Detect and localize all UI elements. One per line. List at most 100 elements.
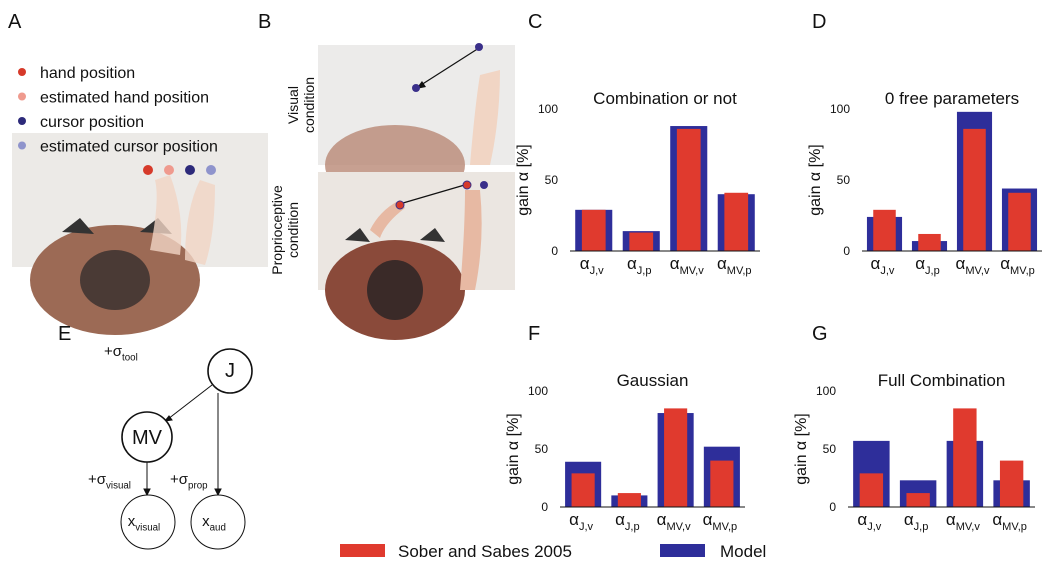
bar	[963, 128, 986, 251]
x-tick-label-sub: J,p	[925, 265, 940, 277]
legend-dot	[18, 68, 26, 76]
x-tick-label-main: α	[946, 510, 956, 529]
bar	[571, 473, 595, 507]
condition-label: condition	[285, 202, 301, 258]
condition-label: condition	[301, 77, 317, 133]
chart-title: 0 free parameters	[885, 89, 1019, 108]
x-tick-label-main: α	[717, 254, 727, 273]
edge-label-sub: prop	[188, 481, 208, 492]
y-tick-label: 0	[541, 500, 548, 514]
node-label: MV	[132, 427, 163, 449]
edge-label-main: +σ	[88, 471, 107, 488]
x-tick-label-sub: J,p	[914, 521, 929, 533]
x-tick-label-sub: J,p	[625, 521, 640, 533]
edge-label: +σprop	[170, 471, 208, 492]
edge-label-sub: visual	[106, 481, 131, 492]
node-label: J	[225, 360, 235, 382]
x-tick-label-sub: J,v	[579, 521, 594, 533]
x-tick-label-sub: MV,p	[1010, 265, 1035, 277]
diagram-edges	[143, 384, 222, 497]
marker-dot	[206, 165, 216, 175]
y-axis-label: gain α [%]	[515, 144, 532, 216]
legend-text: estimated cursor position	[40, 139, 218, 156]
x-tick-label-sub: MV,v	[965, 265, 990, 277]
bar	[953, 408, 977, 507]
x-tick-label-main: α	[627, 254, 637, 273]
node-label: xvisual	[128, 513, 160, 534]
x-tick-label: αMV,p	[992, 510, 1027, 533]
x-tick-label: αMV,v	[956, 254, 990, 277]
x-tick-label-main: α	[915, 254, 925, 273]
node-label-sub: aud	[210, 523, 226, 534]
panel-label: F	[528, 323, 540, 345]
x-tick-label-sub: J,v	[590, 265, 605, 277]
x-tick-label-main: α	[569, 510, 579, 529]
panel-label: B	[258, 11, 271, 33]
marker-dot	[185, 165, 195, 175]
legend-dot	[18, 92, 26, 101]
node-label-main: x	[202, 513, 210, 530]
x-tick-label-main: α	[904, 510, 914, 529]
x-tick-label: αJ,p	[627, 254, 652, 277]
photo-b-proprioceptive	[318, 172, 515, 340]
x-tick-label-main: α	[992, 510, 1002, 529]
panel-label: A	[8, 11, 22, 33]
y-tick-label: 100	[538, 102, 558, 116]
x-tick-label-sub: J,v	[880, 265, 895, 277]
x-tick-label: αJ,v	[569, 510, 593, 533]
photo-a	[12, 133, 268, 335]
node-label-main: x	[128, 513, 136, 530]
x-tick-label-main: α	[1000, 254, 1010, 273]
legend-dot	[18, 141, 26, 150]
condition-label: Visual	[285, 86, 301, 124]
bar	[999, 460, 1024, 507]
x-tick-label-main: α	[615, 510, 625, 529]
x-tick-label-main: α	[657, 510, 667, 529]
legend-swatch	[660, 544, 705, 557]
chart-title: Full Combination	[878, 371, 1006, 390]
bar	[629, 232, 654, 251]
bar	[676, 128, 701, 251]
y-tick-label: 0	[829, 500, 836, 514]
y-tick-label: 50	[545, 173, 559, 187]
x-tick-label-sub: MV,v	[956, 521, 981, 533]
y-tick-label: 0	[843, 244, 850, 258]
bar	[906, 493, 930, 507]
panel-label: C	[528, 11, 542, 33]
node-label-sub: visual	[135, 523, 160, 534]
panel-label: D	[812, 11, 826, 33]
y-axis-label: gain α [%]	[505, 413, 522, 485]
x-tick-label-main: α	[580, 254, 590, 273]
x-tick-label: αMV,v	[946, 510, 980, 533]
x-tick-label: αMV,p	[717, 254, 752, 277]
condition-label: Proprioceptive	[269, 185, 285, 275]
y-tick-label: 0	[551, 244, 558, 258]
marker-dot	[143, 165, 153, 175]
panel-label: E	[58, 323, 71, 345]
legend-text: cursor position	[40, 114, 144, 131]
edge-label-sub: tool	[122, 353, 138, 364]
legend-dot	[18, 117, 26, 125]
bar	[710, 460, 734, 507]
legend-text: hand position	[40, 65, 135, 82]
x-tick-label-sub: J,p	[637, 265, 652, 277]
x-tick-label: αJ,v	[857, 510, 881, 533]
legend-text: Model	[720, 542, 766, 561]
y-tick-label: 50	[823, 442, 837, 456]
bar	[859, 473, 884, 507]
x-tick-label: αJ,v	[580, 254, 604, 277]
x-tick-label: αJ,p	[915, 254, 940, 277]
chart-title: Gaussian	[617, 371, 689, 390]
x-tick-label-main: α	[670, 254, 680, 273]
legend-text: estimated hand position	[40, 90, 209, 107]
x-tick-label-main: α	[956, 254, 966, 273]
panel-label: G	[812, 323, 828, 345]
y-tick-label: 50	[535, 442, 549, 456]
bar	[724, 192, 749, 251]
x-tick-label-sub: MV,p	[727, 265, 752, 277]
bar	[918, 233, 941, 251]
edge-label-main: +σ	[170, 471, 189, 488]
diagram-nodes	[120, 348, 253, 550]
x-tick-label: αMV,v	[670, 254, 704, 277]
